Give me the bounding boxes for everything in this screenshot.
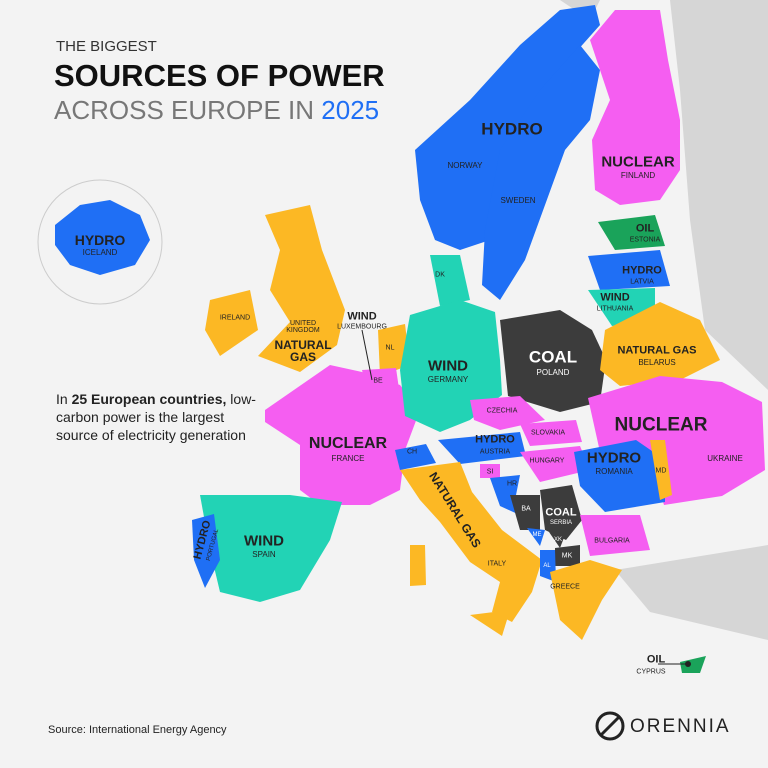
subtitle-text: ACROSS EUROPE IN bbox=[54, 95, 315, 125]
country-label: LATVIA bbox=[630, 278, 654, 286]
country-label: XK bbox=[553, 537, 563, 543]
year: 2025 bbox=[321, 95, 380, 125]
country-label: NL bbox=[385, 344, 395, 352]
country-label: MD bbox=[655, 467, 667, 475]
source-label: HYDRO bbox=[481, 119, 543, 139]
country-label: CZECHIA bbox=[486, 407, 518, 415]
iceland-inset bbox=[37, 179, 163, 305]
country-label: HR bbox=[506, 480, 518, 488]
source-label: COAL bbox=[528, 347, 578, 367]
source-label: OIL bbox=[646, 653, 666, 666]
country-label: ITALY bbox=[487, 560, 507, 568]
country-label: BULGARIA bbox=[594, 537, 630, 545]
note-lead: In bbox=[56, 391, 68, 407]
country-label: LUXEMBOURG bbox=[337, 323, 387, 331]
non-data-land bbox=[560, 0, 768, 640]
country-label: SLOVAKIA bbox=[530, 429, 566, 437]
source-label: NUCLEAR bbox=[614, 414, 708, 436]
country-label: SPAIN bbox=[252, 550, 276, 559]
country-label: POLAND bbox=[536, 368, 570, 377]
country-label: FINLAND bbox=[620, 171, 656, 180]
country-label: SERBIA bbox=[549, 520, 573, 526]
source-label: WIND bbox=[347, 310, 377, 323]
source-label: NATURAL GAS bbox=[274, 338, 332, 364]
country-label: LITHUANIA bbox=[596, 305, 634, 313]
source-label: HYDRO bbox=[586, 449, 642, 467]
country-label: ROMANIA bbox=[595, 467, 633, 476]
country-label: BE bbox=[373, 377, 383, 385]
luxembourg-pointer bbox=[361, 329, 373, 381]
title: SOURCES OF POWER bbox=[54, 58, 385, 93]
brand: ORENNIA bbox=[630, 716, 731, 737]
country-label: BELARUS bbox=[638, 358, 676, 367]
source-label: HYDRO bbox=[74, 232, 126, 248]
country-label: NORWAY bbox=[447, 161, 483, 170]
country-label: ME bbox=[532, 532, 542, 538]
source-label: COAL bbox=[545, 506, 577, 519]
country-label: ESTONIA bbox=[629, 236, 661, 244]
source-label: NATURAL GAS bbox=[617, 344, 697, 357]
country-label: MK bbox=[561, 552, 573, 560]
source-label: WIND bbox=[600, 291, 630, 304]
kicker: THE BIGGEST bbox=[56, 38, 157, 55]
country-label: AL bbox=[543, 563, 551, 569]
country-label: HUNGARY bbox=[529, 457, 565, 465]
countries bbox=[192, 5, 765, 673]
source-label: HYDRO bbox=[622, 264, 662, 277]
country-label: IRELAND bbox=[219, 314, 251, 322]
country-label: GERMANY bbox=[427, 375, 469, 384]
country-label: CH bbox=[406, 448, 418, 456]
country-label: CYPRUS bbox=[636, 668, 666, 676]
iceland bbox=[55, 200, 150, 275]
country-label: UNITED KINGDOM bbox=[286, 320, 320, 334]
country-label: SWEDEN bbox=[500, 196, 536, 205]
country-label: GREECE bbox=[550, 583, 580, 591]
note-rest: low-carbon power is the largest source o… bbox=[56, 391, 256, 443]
country-label: DK bbox=[435, 271, 445, 279]
source-label: NUCLEAR bbox=[308, 435, 388, 452]
country-label: UKRAINE bbox=[707, 454, 743, 463]
note-bold: 25 European countries, bbox=[71, 391, 227, 407]
logo-icon bbox=[595, 711, 625, 741]
source: Source: International Energy Agency bbox=[48, 724, 227, 736]
note: In 25 European countries, low-carbon pow… bbox=[56, 390, 256, 444]
source-label: OIL bbox=[635, 222, 655, 235]
country-label: SI bbox=[486, 468, 494, 476]
source-label: WIND bbox=[244, 532, 284, 550]
source-label: WIND bbox=[428, 357, 468, 375]
source-label: HYDRO bbox=[475, 433, 515, 446]
country-label: ICELAND bbox=[82, 248, 118, 257]
country-label: AUSTRIA bbox=[479, 448, 511, 456]
cyprus-dot bbox=[685, 661, 691, 667]
country-label: BA bbox=[521, 505, 531, 513]
source-label: NUCLEAR bbox=[601, 153, 675, 171]
country-label: FRANCE bbox=[331, 454, 365, 463]
subtitle: ACROSS EUROPE IN 2025 bbox=[54, 95, 379, 126]
